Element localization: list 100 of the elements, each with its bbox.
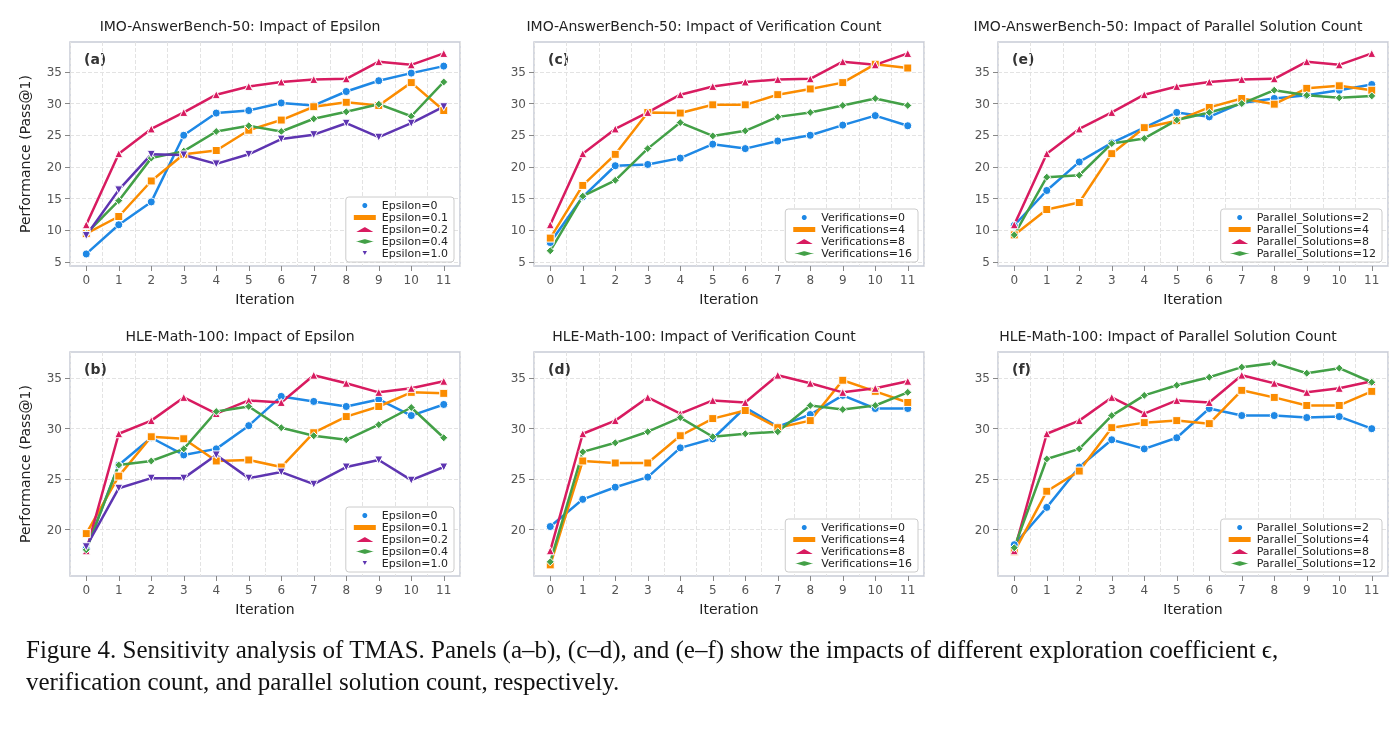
x-tick-label: 6 bbox=[1205, 273, 1214, 287]
y-tick-label: 25 bbox=[510, 128, 526, 143]
y-tick-label: 35 bbox=[510, 371, 526, 386]
x-tick-label: 7 bbox=[1237, 583, 1246, 597]
x-tick-label: 6 bbox=[277, 583, 286, 597]
x-tick-label: 4 bbox=[212, 583, 221, 597]
x-tick-label: 4 bbox=[676, 583, 685, 597]
x-tick-label: 7 bbox=[309, 583, 318, 597]
legend-label: Epsilon=0.4 bbox=[381, 235, 449, 248]
chart-title: HLE-Math-100: Impact of Parallel Solution Count bbox=[999, 328, 1338, 344]
x-tick-label: 2 bbox=[1075, 273, 1084, 287]
y-tick-label: 15 bbox=[510, 191, 526, 206]
x-tick-label: 3 bbox=[643, 273, 652, 287]
x-tick-label: 0 bbox=[82, 273, 91, 287]
y-axis-title: Performance (Pass@1) bbox=[17, 385, 33, 543]
x-tick-label: 11 bbox=[1364, 583, 1380, 597]
y-tick-label: 30 bbox=[510, 96, 526, 111]
legend-label: Verifications=0 bbox=[821, 211, 906, 224]
x-tick-label: 0 bbox=[546, 583, 555, 597]
y-tick-label: 30 bbox=[974, 421, 990, 436]
x-tick-label: 0 bbox=[82, 583, 91, 597]
x-tick-label: 5 bbox=[244, 583, 253, 597]
x-tick-label: 4 bbox=[212, 273, 221, 287]
y-tick-label: 25 bbox=[510, 472, 526, 487]
chart-title: IMO-AnswerBench-50: Impact of Verification Count bbox=[526, 18, 883, 34]
x-tick-label: 2 bbox=[611, 273, 620, 287]
legend-label: Parallel_Solutions=4 bbox=[1256, 223, 1370, 236]
legend-label: Epsilon=0.1 bbox=[381, 521, 449, 534]
x-tick-label: 2 bbox=[1075, 583, 1084, 597]
annotation: (b) bbox=[84, 361, 107, 377]
x-tick-label: 7 bbox=[773, 273, 782, 287]
legend-label: Parallel_Solutions=12 bbox=[1256, 557, 1377, 570]
y-tick-label: 15 bbox=[46, 191, 62, 206]
y-tick-label: 5 bbox=[54, 255, 62, 270]
x-tick-label: 10 bbox=[867, 273, 883, 287]
x-tick-label: 7 bbox=[309, 273, 318, 287]
legend-label: Epsilon=0 bbox=[381, 509, 438, 522]
x-tick-label: 1 bbox=[114, 583, 123, 597]
x-tick-label: 10 bbox=[1331, 583, 1347, 597]
x-tick-label: 2 bbox=[147, 583, 156, 597]
x-tick-label: 5 bbox=[1172, 583, 1181, 597]
legend-label: Verifications=16 bbox=[821, 557, 912, 570]
x-tick-label: 0 bbox=[1010, 583, 1019, 597]
y-tick-label: 25 bbox=[974, 472, 990, 487]
x-tick-label: 8 bbox=[1270, 583, 1279, 597]
x-tick-label: 6 bbox=[1205, 583, 1214, 597]
x-tick-label: 5 bbox=[244, 273, 253, 287]
x-tick-label: 4 bbox=[1140, 583, 1149, 597]
x-tick-label: 0 bbox=[1010, 273, 1019, 287]
x-tick-label: 6 bbox=[277, 273, 286, 287]
legend-label: Epsilon=0 bbox=[381, 199, 438, 212]
x-tick-label: 8 bbox=[806, 583, 815, 597]
legend-label: Parallel_Solutions=12 bbox=[1256, 247, 1377, 260]
x-axis-title: Iteration bbox=[1163, 291, 1223, 307]
y-tick-label: 20 bbox=[974, 522, 990, 537]
y-tick-label: 10 bbox=[974, 223, 990, 238]
x-tick-label: 10 bbox=[1331, 273, 1347, 287]
legend-label: Verifications=8 bbox=[821, 545, 906, 558]
x-tick-label: 6 bbox=[741, 273, 750, 287]
x-tick-label: 3 bbox=[1107, 583, 1116, 597]
x-tick-label: 9 bbox=[1302, 583, 1311, 597]
caption: Figure 4. Sensitivity analysis of TMAS. Panels (a–b), (c–d), and (e–f) show the impacts of different exploration coefficient ϵ, verification count, and parallel solution count, respectively. bbox=[25, 635, 1280, 697]
y-tick-label: 30 bbox=[46, 96, 62, 111]
x-tick-label: 9 bbox=[374, 273, 383, 287]
x-tick-label: 4 bbox=[676, 273, 685, 287]
legend-label: Parallel_Solutions=8 bbox=[1256, 235, 1370, 248]
x-tick-label: 1 bbox=[578, 583, 587, 597]
legend-label: Epsilon=0.4 bbox=[381, 545, 449, 558]
y-tick-label: 25 bbox=[46, 128, 62, 143]
x-tick-label: 10 bbox=[403, 583, 419, 597]
chart-title: IMO-AnswerBench-50: Impact of Parallel Solution Count bbox=[973, 18, 1363, 34]
x-tick-label: 5 bbox=[1172, 273, 1181, 287]
x-tick-label: 8 bbox=[342, 273, 351, 287]
legend-label: Verifications=16 bbox=[821, 247, 912, 260]
x-axis-title: Iteration bbox=[235, 291, 295, 307]
x-tick-label: 10 bbox=[867, 583, 883, 597]
legend-label: Verifications=4 bbox=[821, 533, 906, 546]
x-tick-label: 2 bbox=[611, 583, 620, 597]
x-axis-title: Iteration bbox=[699, 601, 759, 617]
y-tick-label: 20 bbox=[974, 160, 990, 175]
x-tick-label: 5 bbox=[708, 273, 717, 287]
y-tick-label: 5 bbox=[982, 255, 990, 270]
x-tick-label: 11 bbox=[900, 583, 916, 597]
chart-title: HLE-Math-100: Impact of Verification Count bbox=[552, 328, 857, 344]
y-tick-label: 35 bbox=[974, 64, 990, 79]
x-tick-label: 10 bbox=[403, 273, 419, 287]
x-tick-label: 6 bbox=[741, 583, 750, 597]
x-tick-label: 8 bbox=[1270, 273, 1279, 287]
y-tick-label: 25 bbox=[974, 128, 990, 143]
y-tick-label: 35 bbox=[46, 64, 62, 79]
legend-label: Parallel_Solutions=4 bbox=[1256, 533, 1370, 546]
x-tick-label: 9 bbox=[838, 273, 847, 287]
x-tick-label: 3 bbox=[179, 273, 188, 287]
x-tick-label: 11 bbox=[1364, 273, 1380, 287]
x-axis-title: Iteration bbox=[699, 291, 759, 307]
x-tick-label: 3 bbox=[179, 583, 188, 597]
legend-label: Verifications=8 bbox=[821, 235, 906, 248]
x-tick-label: 4 bbox=[1140, 273, 1149, 287]
legend-label: Epsilon=0.1 bbox=[381, 211, 449, 224]
x-tick-label: 7 bbox=[773, 583, 782, 597]
